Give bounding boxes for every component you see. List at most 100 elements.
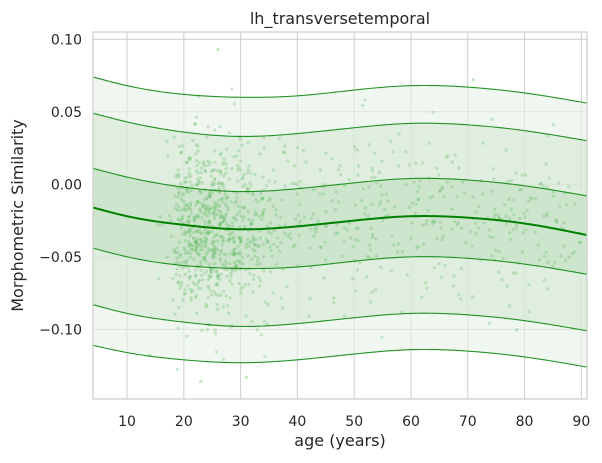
scatter-point — [181, 207, 186, 211]
scatter-point — [251, 192, 256, 197]
scatter-point — [221, 185, 225, 189]
scatter-point — [187, 220, 191, 224]
x-tick-label: 50 — [345, 414, 363, 430]
scatter-point — [207, 230, 212, 235]
scatter-point — [206, 284, 210, 289]
scatter-point — [208, 207, 213, 211]
scatter-point — [237, 210, 242, 214]
scatter-point — [211, 253, 216, 257]
scatter-point — [426, 209, 430, 213]
scatter-point — [195, 311, 199, 315]
scatter-point — [215, 276, 220, 281]
scatter-point — [363, 212, 367, 216]
scatter-point — [439, 226, 443, 230]
scatter-point — [221, 219, 225, 223]
scatter-point — [370, 202, 374, 207]
scatter-point — [237, 236, 241, 240]
scatter-point — [244, 245, 248, 250]
scatter-point — [234, 259, 239, 263]
scatter-point — [222, 219, 227, 223]
scatter-point — [197, 180, 202, 184]
scatter-point — [254, 212, 259, 216]
scatter-point — [262, 242, 266, 246]
scatter-point — [255, 328, 259, 332]
scatter-point — [208, 206, 212, 210]
scatter-point — [470, 244, 474, 248]
scatter-point — [542, 254, 546, 258]
median-line — [92, 206, 588, 237]
scatter-point — [165, 139, 169, 144]
scatter-point — [232, 239, 236, 243]
scatter-point — [239, 287, 243, 291]
scatter-point — [180, 216, 185, 220]
scatter-point — [201, 204, 205, 209]
y-tick-label: 0.05 — [51, 105, 82, 121]
scatter-point — [336, 200, 341, 204]
scatter-point — [188, 227, 192, 232]
scatter-point — [222, 174, 226, 178]
scatter-point — [205, 135, 209, 139]
scatter-point — [210, 270, 214, 274]
scatter-point — [214, 350, 219, 354]
scatter-point — [262, 208, 266, 212]
scatter-point — [214, 292, 218, 297]
scatter-point — [384, 192, 389, 196]
scatter-point — [187, 269, 191, 273]
scatter-point — [309, 266, 313, 270]
scatter-point — [258, 284, 262, 288]
scatter-point — [183, 207, 187, 211]
scatter-point — [181, 144, 185, 148]
scatter-point — [215, 307, 220, 311]
line-layer — [92, 76, 588, 368]
scatter-point — [188, 156, 192, 160]
scatter-point — [216, 47, 220, 52]
scatter-point — [268, 221, 273, 225]
scatter-point — [526, 199, 531, 203]
scatter-point — [207, 230, 211, 235]
scatter-point — [437, 173, 441, 177]
scatter-point — [177, 240, 182, 244]
scatter-point — [291, 244, 295, 249]
centile-line — [92, 247, 588, 275]
scatter-point — [188, 203, 193, 207]
scatter-point — [316, 219, 320, 224]
scatter-point — [183, 203, 187, 207]
scatter-point — [179, 283, 183, 288]
scatter-point — [187, 215, 191, 219]
scatter-point — [197, 253, 201, 257]
scatter-point — [219, 151, 223, 155]
scatter-point — [217, 274, 221, 278]
scatter-point — [492, 215, 496, 219]
scatter-point — [209, 289, 213, 293]
scatter-point — [218, 172, 223, 176]
scatter-point — [263, 319, 267, 324]
scatter-point — [337, 168, 341, 172]
scatter-point — [204, 206, 208, 210]
scatter-point — [450, 227, 454, 231]
scatter-point — [381, 218, 385, 222]
scatter-point — [249, 222, 253, 227]
scatter-point — [343, 314, 347, 318]
scatter-point — [504, 214, 508, 218]
centile-line — [92, 76, 588, 104]
scatter-point — [196, 280, 201, 284]
scatter-point — [209, 274, 213, 279]
scatter-point — [544, 250, 548, 254]
scatter-point — [368, 300, 373, 304]
scatter-point — [252, 273, 256, 277]
scatter-point — [416, 197, 421, 202]
scatter-point — [226, 206, 231, 210]
scatter-point — [205, 230, 209, 235]
scatter-point — [500, 277, 504, 282]
scatter-point — [193, 122, 197, 126]
scatter-point — [212, 255, 217, 260]
scatter-point — [215, 212, 220, 217]
scatter-point — [213, 251, 217, 255]
scatter-point — [173, 206, 178, 211]
scatter-point — [224, 202, 228, 206]
scatter-point — [545, 211, 549, 216]
scatter-point — [308, 246, 312, 250]
scatter-point — [203, 228, 207, 232]
scatter-point — [251, 290, 255, 294]
scatter-point — [539, 182, 543, 186]
